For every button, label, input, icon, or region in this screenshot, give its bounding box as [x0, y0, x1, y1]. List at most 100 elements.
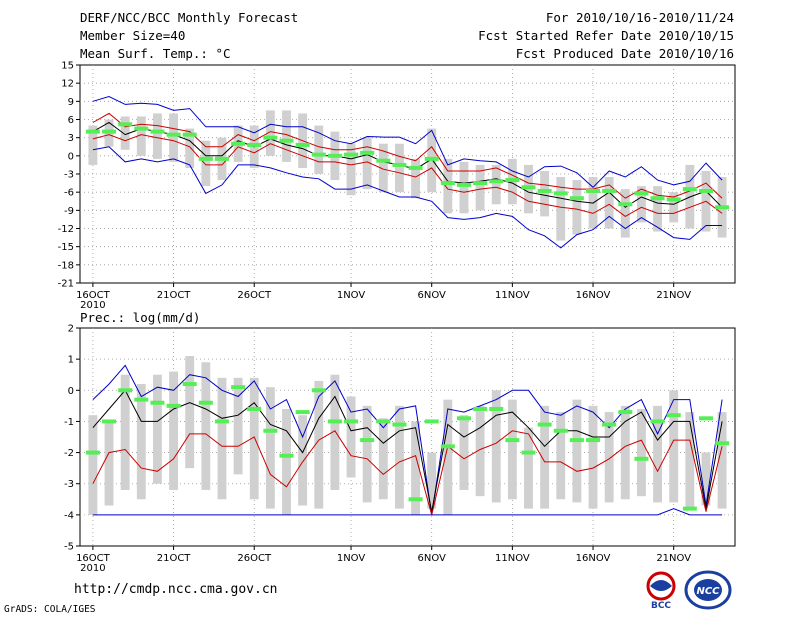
temp-observed-marker — [166, 132, 181, 137]
temp-ensemble-box — [604, 177, 614, 229]
precip-ensemble-box — [411, 421, 421, 515]
temp-observed-marker — [182, 132, 197, 137]
temp-observed-marker — [553, 191, 568, 196]
precip-ensemble-box — [362, 405, 372, 503]
temp-series-max — [92, 95, 723, 188]
precip-observed-marker — [618, 410, 633, 415]
temp-ensemble-box — [169, 113, 179, 162]
forecast-produced-date: Fcst Produced Date 2010/10/16 — [515, 46, 734, 61]
temp-ytick-label: -6 — [64, 188, 74, 199]
temp-observed-marker — [634, 191, 649, 196]
precip-observed-marker — [521, 450, 536, 455]
temp-xtick-label: 16OCT — [76, 290, 111, 301]
precip-xtick-label: 16NOV — [576, 553, 611, 564]
temp-ensemble-box — [653, 186, 662, 232]
precip-observed-marker — [715, 441, 730, 446]
temp-xtick-label: 11NOV — [495, 290, 530, 301]
temp-observed-marker — [698, 188, 713, 193]
precip-observed-marker — [440, 444, 455, 449]
precip-xtick-label: 26OCT — [237, 553, 272, 564]
temp-observed-marker — [327, 153, 342, 158]
temp-ensemble-box — [669, 192, 679, 223]
precip-observed-marker — [263, 428, 278, 433]
source-url[interactable]: http://cmdp.ncc.cma.gov.cn — [74, 582, 278, 597]
temp-series-mean — [92, 121, 723, 208]
precip-year-label: 2010 — [80, 563, 105, 574]
precip-plot-frame — [79, 327, 736, 547]
precip-ensemble-box — [120, 374, 130, 490]
precip-ensemble-box — [330, 374, 340, 490]
temp-ytick-label: 0 — [68, 151, 74, 162]
temp-observed-marker — [279, 138, 294, 143]
temp-ensemble-box — [459, 161, 469, 214]
temp-ensemble-box — [282, 110, 291, 162]
precip-observed-marker — [489, 406, 504, 411]
temp-ensemble-box — [88, 125, 98, 165]
temp-observed-marker — [537, 188, 552, 193]
precip-ensemble-box — [620, 405, 630, 500]
temp-ytick-label: 9 — [68, 97, 74, 108]
temp-observed-marker — [408, 165, 423, 170]
temp-ensemble-box — [540, 170, 550, 217]
precip-ensemble-box — [701, 452, 711, 506]
precip-xtick-label: 1NOV — [337, 553, 366, 564]
precip-ensemble-box — [459, 415, 469, 490]
precip-series-min — [92, 508, 723, 516]
temp-observed-marker — [247, 142, 262, 147]
temp-xtick-label: 21OCT — [157, 290, 192, 301]
precip-ensemble-box — [540, 405, 550, 509]
precip-ensemble-box — [604, 412, 614, 503]
precip-observed-marker — [376, 419, 391, 424]
precip-ytick-label: 2 — [68, 324, 74, 335]
temp-ensemble-box — [443, 158, 453, 214]
temp-ytick-label: -12 — [58, 224, 74, 235]
precip-ensemble-box — [282, 408, 291, 515]
temp-ensemble-box — [491, 164, 501, 205]
temp-ytick-label: -9 — [64, 206, 74, 217]
temp-observed-marker — [376, 158, 391, 163]
precip-observed-marker — [586, 438, 601, 443]
precip-observed-marker — [166, 403, 181, 408]
temp-observed-marker — [102, 129, 117, 134]
temp-ytick-label: -21 — [58, 279, 74, 290]
temp-observed-marker — [344, 152, 359, 157]
precip-ensemble-box — [249, 377, 259, 500]
temp-observed-marker — [473, 181, 488, 186]
ncc-logo-globe — [694, 579, 722, 601]
temp-observed-marker — [569, 196, 584, 201]
precip-observed-marker — [505, 438, 520, 443]
precip-observed-marker — [650, 419, 665, 424]
temp-ensemble-box — [378, 143, 388, 193]
temp-observed-marker — [118, 122, 133, 127]
precip-ensemble-box — [185, 356, 195, 469]
temp-observed-marker — [682, 187, 697, 192]
precip-ytick-label: -3 — [64, 479, 74, 490]
precip-observed-marker — [553, 428, 568, 433]
precip-ensemble-box — [653, 405, 662, 503]
precip-observed-marker — [102, 419, 117, 424]
temp-xtick-label: 21NOV — [656, 290, 691, 301]
precip-ensemble-box — [443, 399, 453, 515]
temp-observed-marker — [666, 197, 681, 202]
precip-observed-marker — [311, 388, 326, 393]
temp-ytick-label: -15 — [58, 242, 74, 253]
precip-observed-marker — [231, 385, 246, 390]
precip-ensemble-box — [169, 371, 179, 490]
temp-ytick-label: -3 — [64, 170, 74, 181]
variable-label: Mean Surf. Temp.: °C — [80, 46, 231, 61]
precip-ensemble-box — [717, 412, 727, 509]
temp-ensemble-box — [201, 140, 211, 187]
precip-observed-marker — [150, 400, 165, 405]
temp-observed-marker — [602, 188, 617, 193]
precip-ensemble-box — [572, 399, 582, 503]
precip-observed-marker — [134, 397, 149, 402]
temp-observed-marker — [489, 179, 504, 184]
precip-ytick-label: 1 — [68, 355, 74, 366]
temp-observed-marker — [521, 185, 536, 190]
temp-ensemble-box — [636, 186, 646, 223]
temp-observed-marker — [85, 129, 100, 134]
precip-observed-marker — [392, 422, 407, 427]
temp-ensemble-box — [556, 177, 566, 241]
precip-observed-marker — [279, 453, 294, 458]
